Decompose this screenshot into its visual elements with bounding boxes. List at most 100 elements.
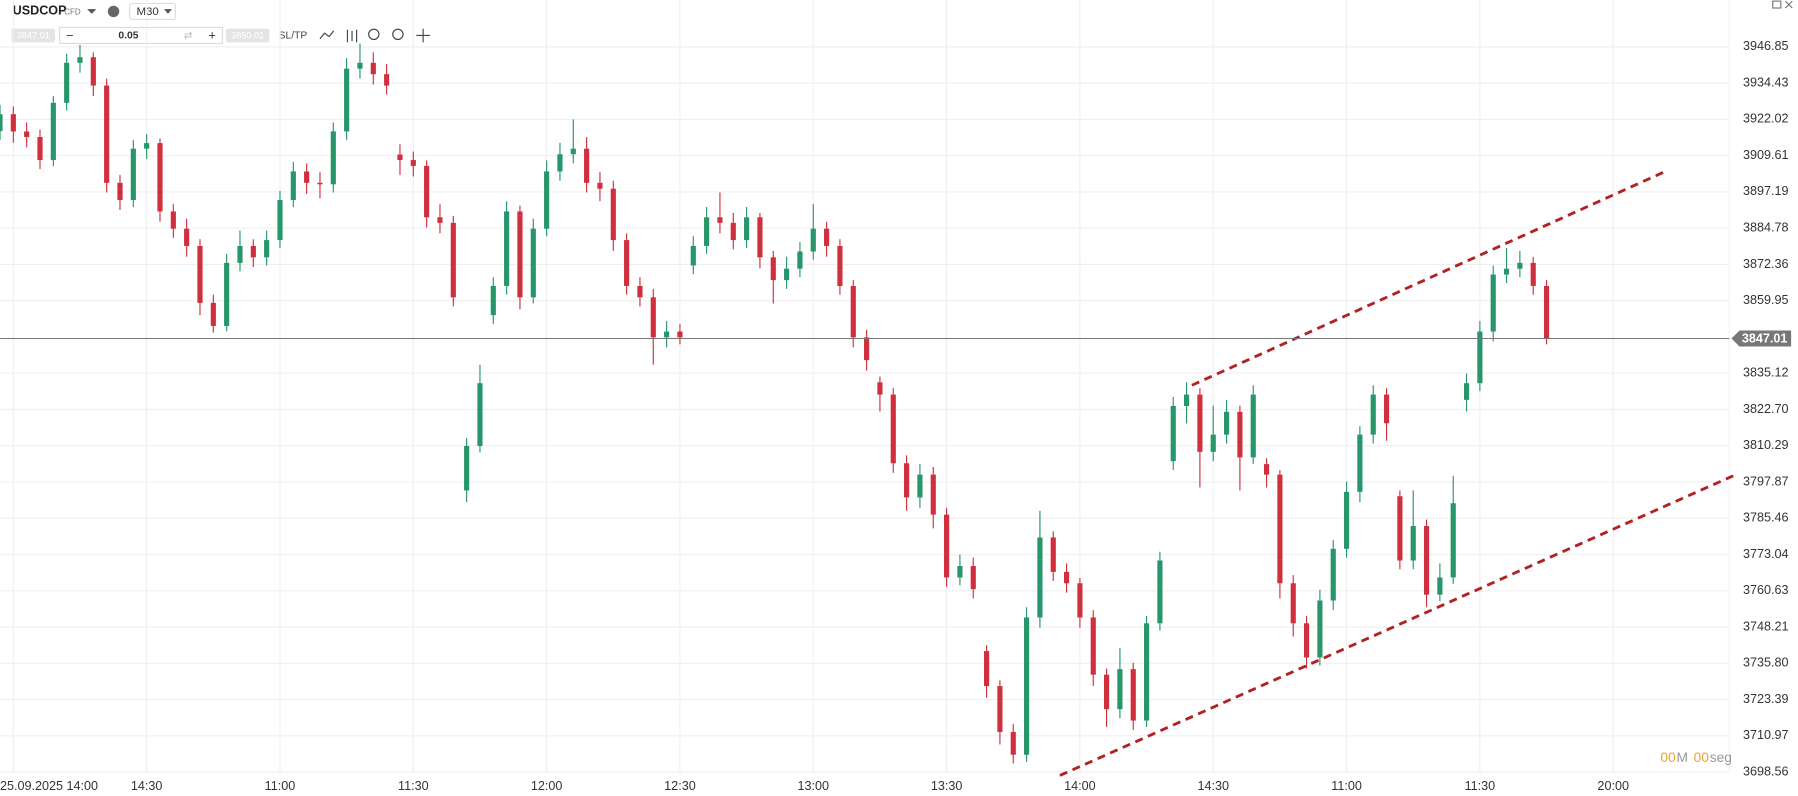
candle-body (930, 474, 936, 515)
zoom-out[interactable] (368, 28, 380, 41)
candle-body (1010, 731, 1016, 755)
zoom-in[interactable] (392, 28, 404, 41)
y-tick-label: 3748.21 (1743, 619, 1789, 633)
candle-body (424, 165, 430, 218)
y-tick-label: 3859.95 (1743, 293, 1789, 307)
sell-pill[interactable] (11, 28, 56, 43)
x-tick-label: 11:00 (1331, 779, 1362, 793)
lot-plus[interactable]: + (208, 28, 215, 42)
buy-pill[interactable] (225, 28, 270, 43)
candle-body (1104, 674, 1110, 710)
last-price-tag (1731, 330, 1792, 347)
candle-body (1343, 491, 1350, 549)
candle-body (317, 182, 323, 185)
y-tick-label: 3922.02 (1743, 112, 1789, 126)
candles (0, 43, 1550, 764)
candle-body (1423, 526, 1430, 595)
x-tick-label: 14:30 (131, 779, 163, 793)
candle-body (610, 188, 616, 241)
timer-min-unit: M (1676, 750, 1687, 765)
x-tick-label: 12:30 (664, 779, 696, 793)
x-tick-label: 12:00 (531, 779, 563, 793)
candle-body (184, 228, 190, 246)
sell-price[interactable]: 3847.01 (17, 30, 50, 40)
candle-body (690, 245, 696, 266)
candle-body (557, 154, 563, 172)
candle-body (704, 217, 710, 246)
candle-body (824, 228, 830, 246)
x-tick-label: 14:30 (1197, 779, 1229, 793)
candle-body (1410, 526, 1416, 561)
candle-body (290, 171, 296, 201)
candle-body (984, 651, 990, 687)
move-icon[interactable] (416, 28, 431, 43)
candle-body (490, 285, 496, 316)
symbol-dropdown[interactable] (87, 9, 97, 14)
last-price-label: 3847.01 (1742, 331, 1788, 345)
candle-body (50, 102, 56, 161)
candle-body (810, 228, 816, 252)
lot-minus[interactable]: − (66, 28, 73, 42)
candle-body (717, 217, 723, 223)
candle-body (77, 57, 83, 63)
y-tick-label: 3822.70 (1743, 402, 1789, 416)
candle-body (1330, 548, 1336, 601)
candle-body (1303, 623, 1310, 658)
candle-body (784, 268, 790, 281)
candle-body (1277, 474, 1283, 584)
candle-body (1463, 383, 1470, 400)
candle-body (264, 240, 270, 258)
lot-size[interactable]: 0.05 (118, 31, 138, 42)
timeframe[interactable]: M30 (136, 6, 158, 18)
sltp-button[interactable]: SL/TP (279, 31, 308, 42)
candle-body (450, 222, 456, 298)
candle-icon[interactable] (346, 29, 358, 43)
candle-body (1117, 669, 1123, 710)
lot-swap[interactable]: ⇄ (184, 31, 193, 42)
y-tick-label: 3698.56 (1743, 764, 1789, 778)
candle-body (1317, 600, 1323, 658)
candle-body (384, 74, 390, 86)
candle-body (757, 217, 763, 258)
candle-body (570, 148, 576, 155)
timer-seconds: 00 (1694, 750, 1710, 765)
candle-body (1037, 537, 1043, 618)
y-tick-label: 3760.63 (1743, 583, 1789, 597)
timer-sec-unit: seg (1710, 750, 1732, 765)
symbol[interactable]: USDCOP (13, 4, 67, 18)
candle-body (1530, 262, 1536, 286)
candle-body (0, 114, 3, 132)
candle-body (584, 148, 590, 183)
x-tick-label: 13:30 (931, 779, 963, 793)
window-close[interactable] (1784, 0, 1793, 9)
candle-body (304, 171, 310, 183)
y-tick-label: 3710.97 (1743, 728, 1789, 742)
timeframe-dropdown[interactable] (163, 9, 173, 14)
buy-price[interactable]: 3850.01 (231, 30, 264, 40)
candle-body (944, 514, 950, 578)
candle-body (530, 228, 536, 298)
candle-body (90, 57, 96, 86)
candle-body (1517, 262, 1523, 269)
x-tick-label: 13:00 (798, 779, 830, 793)
candle-body (144, 143, 150, 149)
info-icon[interactable] (107, 5, 120, 18)
overlay: 3847.01 (0, 168, 1792, 777)
candle-body (797, 251, 803, 269)
x-tick-label: 20:00 (1597, 779, 1629, 793)
line-chart-icon[interactable] (319, 30, 335, 40)
candle-body (130, 148, 136, 201)
y-tick-label: 3884.78 (1743, 221, 1789, 235)
candle-body (1157, 560, 1163, 624)
lot-box[interactable] (59, 26, 224, 45)
candle-body (997, 686, 1003, 732)
x-tick-label: 25.09.2025 14:00 (0, 779, 98, 793)
timeframe-box[interactable] (129, 2, 177, 21)
candle-body (1370, 394, 1376, 435)
candle-body (1477, 331, 1483, 384)
window-restore[interactable] (1772, 0, 1782, 9)
candle-body (770, 257, 776, 281)
